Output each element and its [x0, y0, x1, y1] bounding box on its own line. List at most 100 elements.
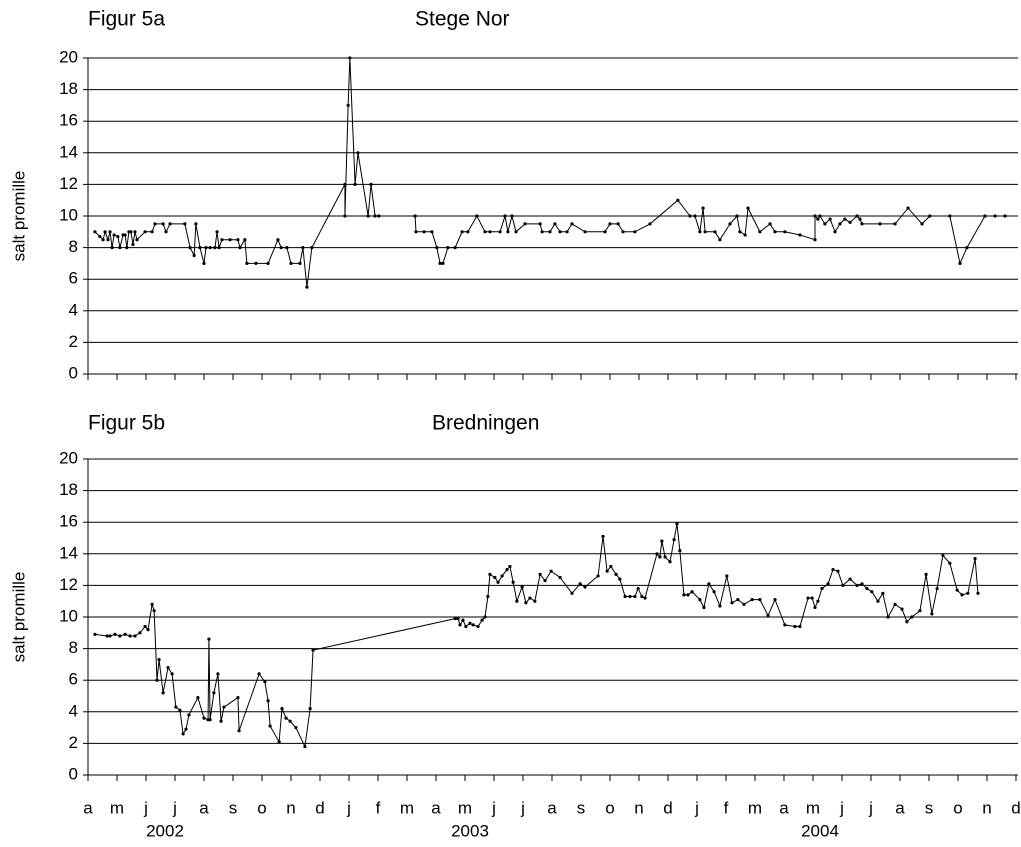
data-point	[192, 253, 196, 258]
x-tick-label: f	[376, 798, 381, 817]
data-point	[128, 634, 132, 638]
data-point	[918, 609, 922, 613]
x-tick-label: j	[839, 798, 844, 817]
data-point	[123, 632, 127, 636]
data-point	[783, 230, 787, 234]
y-tick-label: 4	[69, 300, 78, 319]
data-point	[146, 628, 150, 632]
year-label: 2002	[146, 821, 184, 840]
data-point	[284, 716, 288, 720]
data-point	[125, 246, 129, 250]
data-point	[353, 182, 357, 186]
data-point	[101, 238, 105, 242]
x-tick-label: a	[199, 798, 209, 817]
data-point	[730, 601, 734, 605]
data-point	[346, 103, 350, 107]
data-point	[603, 230, 607, 234]
data-point	[161, 691, 165, 695]
data-point	[596, 574, 600, 578]
data-point	[818, 214, 822, 218]
data-point	[108, 230, 112, 234]
data-point	[166, 665, 170, 670]
data-line	[94, 523, 979, 749]
data-point	[161, 222, 165, 226]
data-point	[893, 222, 897, 226]
data-point	[675, 522, 679, 526]
data-point	[528, 596, 532, 600]
data-point	[277, 740, 281, 744]
x-tick-label: n	[286, 798, 295, 817]
data-point	[356, 151, 360, 155]
x-tick-label: o	[605, 798, 614, 817]
data-point	[955, 588, 959, 592]
data-point	[254, 261, 258, 265]
data-point	[170, 672, 174, 676]
data-point	[164, 230, 168, 234]
x-tick-label: a	[547, 798, 557, 817]
data-point	[693, 214, 697, 218]
data-point	[742, 602, 746, 606]
data-point	[150, 602, 154, 606]
data-point	[707, 582, 711, 586]
data-point	[456, 616, 460, 621]
data-point	[348, 56, 352, 60]
data-point	[188, 246, 192, 250]
data-point	[865, 586, 869, 591]
data-point	[476, 624, 480, 629]
x-tick-label: j	[694, 798, 699, 817]
x-tick-label: m	[458, 798, 472, 817]
data-point	[616, 222, 620, 226]
data-point	[228, 238, 232, 242]
data-point	[533, 599, 537, 603]
data-point	[280, 707, 284, 711]
data-point	[698, 598, 702, 602]
y-axis-label: salt promille	[9, 171, 28, 262]
data-point	[464, 624, 468, 629]
data-point	[783, 623, 787, 627]
data-point	[816, 217, 820, 221]
data-point	[848, 577, 852, 581]
x-tick-label: d	[663, 798, 672, 817]
data-point	[150, 230, 154, 234]
x-tick-label: o	[257, 798, 266, 817]
data-point	[366, 214, 370, 218]
data-point	[701, 206, 705, 210]
data-point	[289, 261, 293, 265]
data-point	[773, 230, 777, 234]
data-point	[828, 217, 832, 221]
data-point	[520, 585, 524, 589]
x-tick-label: s	[925, 798, 934, 817]
data-point	[618, 577, 622, 581]
data-point	[686, 593, 690, 597]
data-point	[636, 586, 640, 591]
data-point	[511, 580, 515, 584]
data-point	[855, 214, 859, 218]
data-point	[236, 695, 240, 700]
data-point	[155, 678, 159, 682]
data-point	[806, 596, 810, 600]
data-point	[930, 612, 934, 616]
data-point	[993, 214, 997, 218]
data-point	[678, 549, 682, 553]
data-point	[725, 574, 729, 578]
y-tick-label: 8	[69, 638, 78, 657]
data-point	[826, 582, 830, 586]
data-point	[500, 574, 504, 578]
data-point	[838, 222, 842, 226]
x-tick-label: s	[229, 798, 238, 817]
data-point	[983, 214, 987, 218]
data-point	[540, 230, 544, 234]
data-point	[181, 732, 185, 736]
figure-label: Figur 5a	[88, 8, 165, 31]
data-point	[202, 261, 206, 265]
data-point	[466, 230, 470, 234]
data-point	[860, 582, 864, 586]
data-point	[798, 233, 802, 237]
data-point	[514, 230, 518, 234]
data-point	[746, 206, 750, 210]
data-point	[843, 217, 847, 221]
data-point	[766, 613, 770, 618]
data-point	[623, 594, 627, 599]
data-point	[735, 214, 739, 218]
data-point	[965, 246, 969, 250]
